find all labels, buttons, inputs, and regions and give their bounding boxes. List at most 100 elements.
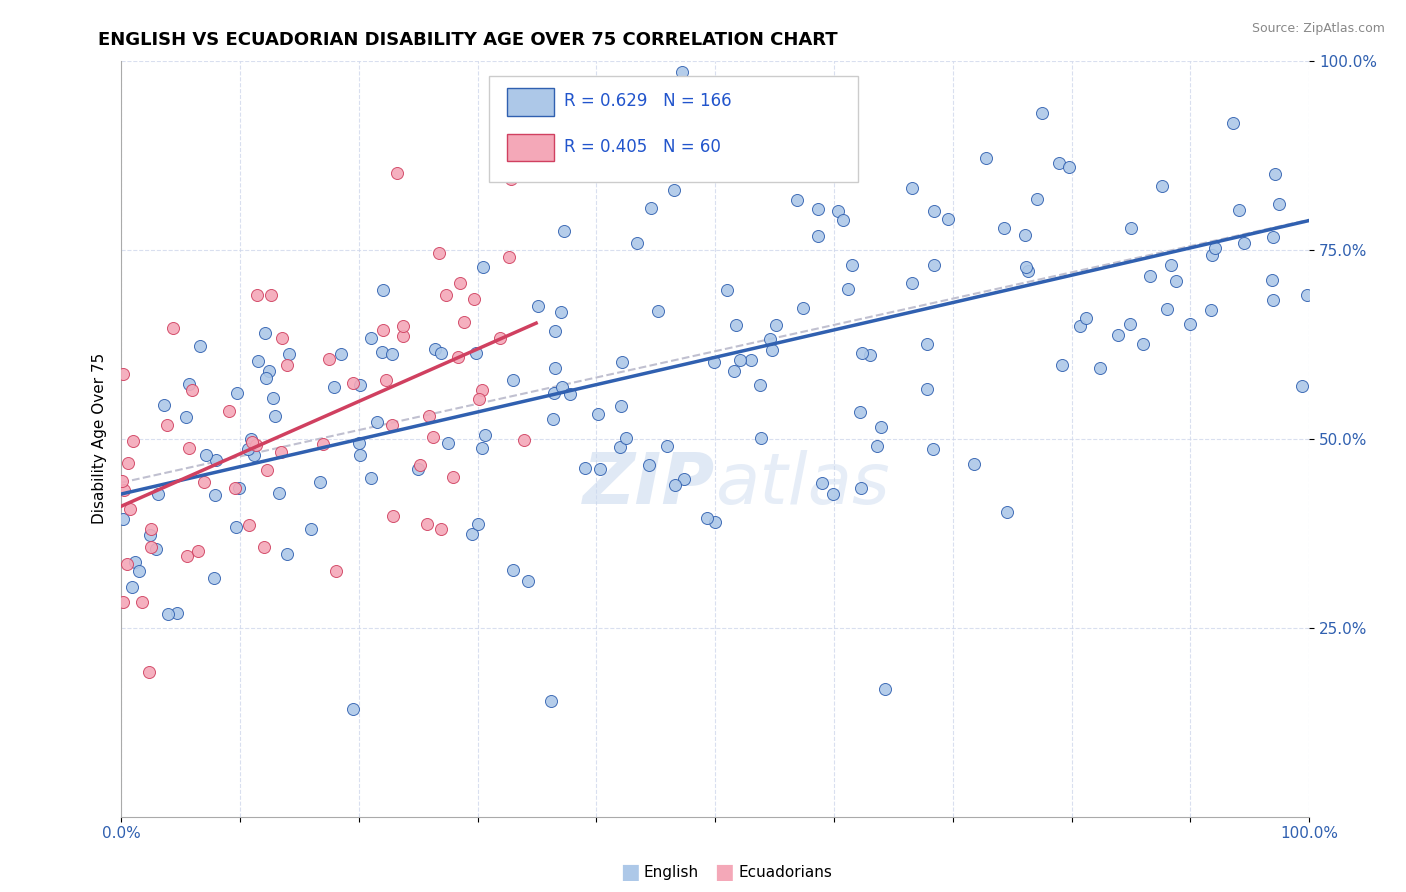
- Point: [138, 665, 160, 680]
- Point: [263, 409, 285, 423]
- Point: [138, 528, 160, 542]
- Point: [749, 431, 772, 445]
- Point: [1017, 263, 1039, 277]
- Text: R = 0.405   N = 60: R = 0.405 N = 60: [564, 137, 721, 155]
- Point: [574, 461, 596, 475]
- Point: [254, 370, 277, 384]
- Point: [723, 364, 745, 378]
- Point: [447, 350, 470, 364]
- Point: [111, 474, 134, 488]
- Point: [1069, 319, 1091, 334]
- Point: [381, 417, 404, 432]
- Point: [243, 448, 266, 462]
- Point: [1264, 167, 1286, 181]
- Point: [111, 367, 134, 381]
- Point: [270, 445, 292, 459]
- Point: [278, 347, 301, 361]
- Point: [441, 469, 464, 483]
- FancyBboxPatch shape: [508, 134, 554, 161]
- Point: [765, 318, 787, 332]
- Point: [112, 512, 135, 526]
- Point: [915, 337, 938, 351]
- Point: [1201, 248, 1223, 262]
- Point: [416, 517, 439, 532]
- Point: [1160, 258, 1182, 272]
- Point: [131, 594, 153, 608]
- Point: [703, 516, 725, 530]
- Point: [1050, 358, 1073, 372]
- Point: [502, 563, 524, 577]
- Point: [963, 457, 986, 471]
- Point: [360, 471, 382, 485]
- Point: [228, 481, 250, 495]
- Point: [146, 486, 169, 500]
- Point: [141, 540, 163, 554]
- Point: [671, 65, 693, 79]
- Point: [513, 434, 536, 448]
- Point: [312, 436, 335, 450]
- Point: [461, 526, 484, 541]
- Point: [371, 323, 394, 337]
- Point: [224, 482, 246, 496]
- Point: [141, 522, 163, 536]
- Point: [427, 246, 450, 260]
- Point: [848, 405, 870, 419]
- Point: [974, 152, 997, 166]
- Point: [254, 326, 277, 340]
- Point: [276, 547, 298, 561]
- Point: [589, 462, 612, 476]
- Point: [851, 481, 873, 495]
- Text: ■: ■: [620, 863, 640, 882]
- Point: [128, 564, 150, 578]
- Point: [749, 378, 772, 392]
- Point: [385, 166, 408, 180]
- Point: [349, 377, 371, 392]
- Point: [859, 348, 882, 362]
- Point: [299, 522, 322, 536]
- Point: [112, 483, 135, 497]
- Point: [724, 318, 747, 333]
- Point: [176, 549, 198, 563]
- Point: [560, 387, 582, 401]
- Point: [962, 39, 984, 54]
- Point: [786, 193, 808, 207]
- Point: [609, 441, 631, 455]
- Point: [640, 201, 662, 215]
- Point: [873, 681, 896, 696]
- Point: [626, 236, 648, 251]
- Point: [1074, 311, 1097, 326]
- Point: [696, 510, 718, 524]
- Point: [811, 475, 834, 490]
- Point: [1088, 360, 1111, 375]
- Point: [155, 417, 177, 432]
- Point: [915, 382, 938, 396]
- Point: [647, 304, 669, 318]
- Point: [1132, 337, 1154, 351]
- Point: [550, 305, 572, 319]
- Point: [807, 228, 830, 243]
- Point: [1222, 116, 1244, 130]
- Point: [418, 409, 440, 423]
- Point: [174, 409, 197, 424]
- Point: [238, 517, 260, 532]
- Point: [177, 377, 200, 392]
- Point: [995, 505, 1018, 519]
- Point: [551, 379, 574, 393]
- Point: [1227, 202, 1250, 217]
- Point: [240, 432, 263, 446]
- Point: [366, 415, 388, 429]
- Point: [1263, 230, 1285, 244]
- Point: [166, 606, 188, 620]
- Point: [936, 212, 959, 227]
- Point: [259, 287, 281, 301]
- Point: [381, 347, 404, 361]
- Text: atlas: atlas: [716, 450, 890, 518]
- Point: [1139, 268, 1161, 283]
- Point: [453, 315, 475, 329]
- Point: [193, 475, 215, 489]
- Point: [866, 439, 889, 453]
- Point: [371, 344, 394, 359]
- Point: [245, 438, 267, 452]
- Point: [349, 448, 371, 462]
- Point: [423, 342, 446, 356]
